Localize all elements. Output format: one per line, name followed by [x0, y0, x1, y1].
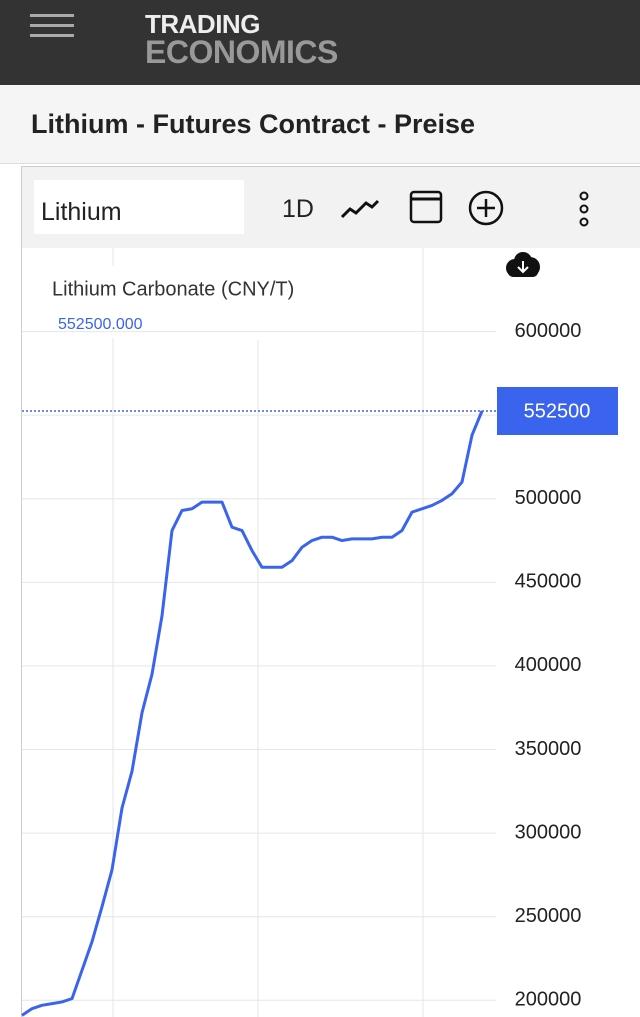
add-icon[interactable]	[468, 190, 504, 226]
search-input[interactable]: Lithium	[34, 180, 244, 234]
y-tick-label: 250000	[515, 905, 582, 927]
interval-button[interactable]: 1D	[282, 195, 314, 223]
logo[interactable]: ECONOMICS	[145, 34, 338, 70]
legend-name: Lithium Carbonate (CNY/T)	[52, 278, 294, 300]
y-tick-label: 350000	[515, 738, 582, 760]
download-icon[interactable]	[506, 252, 540, 277]
logo[interactable]: TRADING	[145, 9, 260, 39]
chart: Lithium Carbonate (CNY/T) 552500.000 200…	[21, 248, 618, 1017]
more-icon[interactable]	[579, 191, 589, 201]
more-icon	[579, 217, 589, 227]
page-title: Lithium - Futures Contract - Preise	[31, 109, 476, 139]
y-tick-label: 450000	[515, 571, 582, 593]
menu-icon	[30, 34, 74, 37]
chart-panel	[21, 166, 640, 1017]
y-tick-label: 300000	[515, 821, 582, 843]
y-tick-label: 600000	[515, 320, 582, 342]
toolbar: Lithium 1D	[22, 167, 640, 248]
price-line	[21, 410, 484, 1017]
y-tick-label: 400000	[515, 654, 582, 676]
header: TRADING ECONOMICS	[0, 0, 640, 85]
title-bar: Lithium - Futures Contract - Preise	[0, 85, 640, 164]
legend-value: 552500.000	[58, 316, 143, 333]
chart-type-icon[interactable]	[340, 199, 380, 219]
legend-box	[40, 266, 352, 338]
more-icon	[579, 204, 589, 214]
menu-icon[interactable]	[30, 14, 74, 17]
last-price-label: 552500	[524, 400, 591, 422]
last-price-box	[497, 386, 618, 435]
calendar-icon[interactable]	[409, 190, 443, 224]
y-tick-label: 200000	[515, 989, 582, 1011]
menu-icon	[30, 24, 74, 27]
y-tick-label: 500000	[515, 487, 582, 509]
